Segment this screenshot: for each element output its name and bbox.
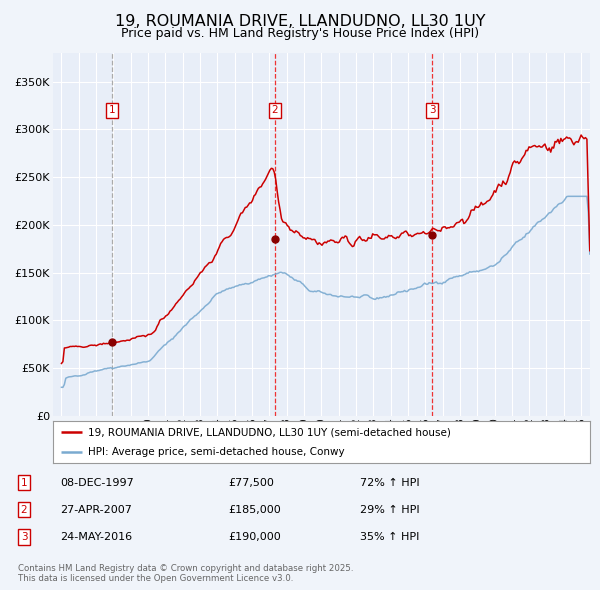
Text: 3: 3 xyxy=(20,532,28,542)
Text: 72% ↑ HPI: 72% ↑ HPI xyxy=(360,478,419,487)
Text: HPI: Average price, semi-detached house, Conwy: HPI: Average price, semi-detached house,… xyxy=(88,447,344,457)
Text: 2: 2 xyxy=(20,505,28,514)
Text: 1: 1 xyxy=(20,478,28,487)
Text: 27-APR-2007: 27-APR-2007 xyxy=(60,505,132,514)
Text: 2: 2 xyxy=(272,106,278,116)
Text: 08-DEC-1997: 08-DEC-1997 xyxy=(60,478,134,487)
Text: Contains HM Land Registry data © Crown copyright and database right 2025.
This d: Contains HM Land Registry data © Crown c… xyxy=(18,563,353,583)
Text: 3: 3 xyxy=(428,106,436,116)
Text: £190,000: £190,000 xyxy=(228,532,281,542)
Text: £185,000: £185,000 xyxy=(228,505,281,514)
Text: 29% ↑ HPI: 29% ↑ HPI xyxy=(360,505,419,514)
Text: 1: 1 xyxy=(109,106,116,116)
Text: £77,500: £77,500 xyxy=(228,478,274,487)
Text: 35% ↑ HPI: 35% ↑ HPI xyxy=(360,532,419,542)
Text: 24-MAY-2016: 24-MAY-2016 xyxy=(60,532,132,542)
Text: 19, ROUMANIA DRIVE, LLANDUDNO, LL30 1UY (semi-detached house): 19, ROUMANIA DRIVE, LLANDUDNO, LL30 1UY … xyxy=(88,427,451,437)
Text: 19, ROUMANIA DRIVE, LLANDUDNO, LL30 1UY: 19, ROUMANIA DRIVE, LLANDUDNO, LL30 1UY xyxy=(115,14,485,28)
Text: Price paid vs. HM Land Registry's House Price Index (HPI): Price paid vs. HM Land Registry's House … xyxy=(121,27,479,40)
